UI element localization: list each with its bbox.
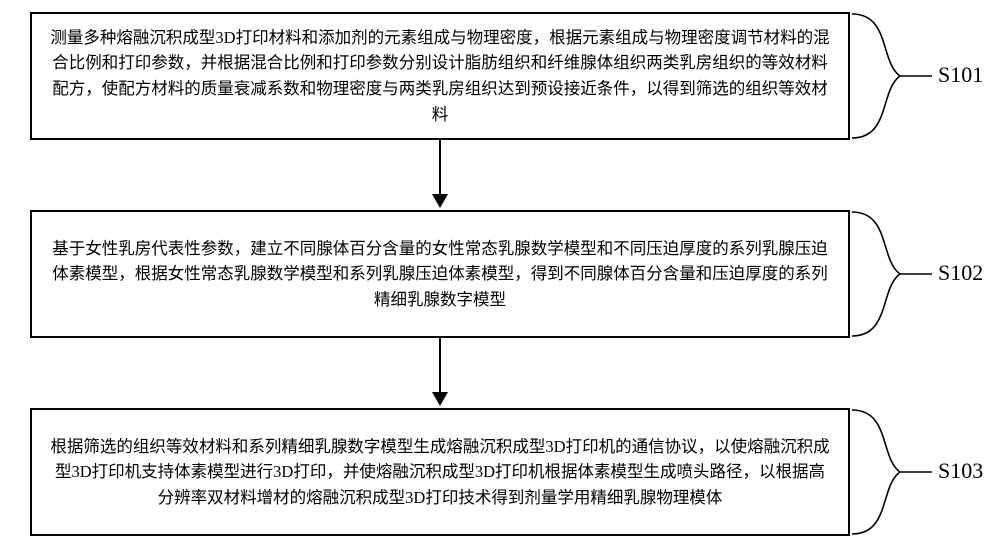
- step-label-s102: S102: [938, 260, 983, 286]
- step-box-s103: 根据筛选的组织等效材料和系列精细乳腺数字模型生成熔融沉积成型3D打印机的通信协议…: [30, 408, 850, 536]
- step-text: 测量多种熔融沉积成型3D打印材料和添加剂的元素组成与物理密度，根据元素组成与物理…: [50, 25, 830, 127]
- step-box-s101: 测量多种熔融沉积成型3D打印材料和添加剂的元素组成与物理密度，根据元素组成与物理…: [30, 12, 850, 140]
- step-box-s102: 基于女性乳房代表性参数，建立不同腺体百分含量的女性常态乳腺数学模型和不同压迫厚度…: [30, 210, 850, 338]
- arrow-2-line: [439, 338, 441, 392]
- flowchart-canvas: 测量多种熔融沉积成型3D打印材料和添加剂的元素组成与物理密度，根据元素组成与物理…: [0, 0, 1000, 560]
- arrow-1-line: [439, 140, 441, 194]
- step-text: 基于女性乳房代表性参数，建立不同腺体百分含量的女性常态乳腺数学模型和不同压迫厚度…: [50, 236, 830, 313]
- brace-s103: [850, 408, 940, 536]
- step-text: 根据筛选的组织等效材料和系列精细乳腺数字模型生成熔融沉积成型3D打印机的通信协议…: [50, 434, 830, 511]
- arrow-1-head: [432, 194, 448, 208]
- arrow-2-head: [432, 392, 448, 406]
- step-label-s101: S101: [938, 62, 983, 88]
- brace-s101: [850, 12, 940, 140]
- step-label-s103: S103: [938, 458, 983, 484]
- brace-s102: [850, 210, 940, 338]
